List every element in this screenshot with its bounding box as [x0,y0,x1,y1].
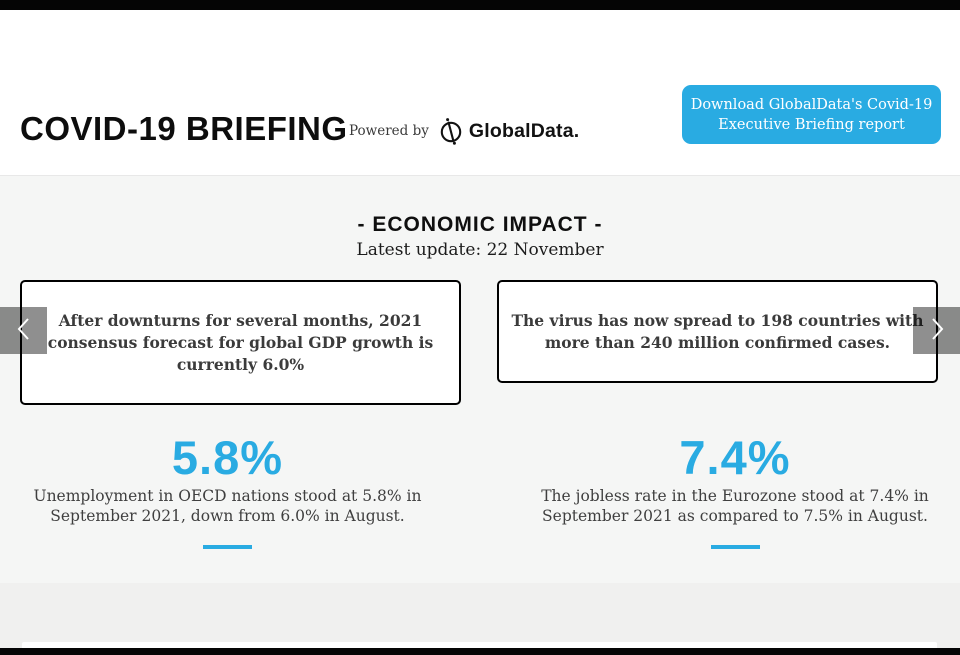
powered-by-group: Powered by GlobalData. [349,116,579,146]
stat-accent-underline [710,545,760,549]
download-report-button-line1: Download GlobalData's Covid-19 [690,96,933,113]
stat-value: 7.4% [679,431,791,484]
slide-line: The virus has now spread to 198 countrie… [511,310,924,330]
stats-row: 5.8% Unemployment in OECD nations stood … [0,434,960,549]
slide-text: After downturns for several months, 2021… [48,310,433,376]
download-report-button[interactable]: Download GlobalData's Covid-19 Executive… [682,85,941,144]
chevron-left-icon [15,316,33,345]
stat-desc-line: The jobless rate in the Eurozone stood a… [541,487,929,505]
carousel-slides: After downturns for several months, 2021… [20,280,938,405]
stat-description: The jobless rate in the Eurozone stood a… [541,487,929,526]
stat-desc-line: September 2021 as compared to 7.5% in Au… [542,506,928,525]
carousel-slide: After downturns for several months, 2021… [20,280,461,405]
header: COVID-19 BRIEFING Powered by GlobalData.… [0,10,960,176]
news-carousel: After downturns for several months, 2021… [0,280,960,405]
stat-value: 5.8% [171,431,284,484]
letterbox-top [0,0,960,10]
letterbox-bottom [0,648,960,655]
slide-line: currently 6.0% [176,354,305,374]
stat-oecd-unemployment: 5.8% Unemployment in OECD nations stood … [0,434,455,549]
globaldata-logo-text: GlobalData. [468,119,580,142]
slide-line: more than 240 million confirmed cases. [544,332,891,352]
stat-desc-line: Unemployment in OECD nations stood at 5.… [33,487,422,505]
stat-description: Unemployment in OECD nations stood at 5.… [34,487,422,526]
powered-by-label: Powered by [349,123,429,139]
stat-eurozone-jobless: 7.4% The jobless rate in the Eurozone st… [510,434,960,549]
section-heading: - ECONOMIC IMPACT - [357,213,603,236]
bottom-section [0,583,960,655]
stat-accent-underline [203,545,252,549]
latest-update-label: Latest update: 22 November [356,240,604,260]
globaldata-logo-icon [438,117,464,145]
slide-line: consensus forecast for global GDP growth… [47,332,434,352]
carousel-prev-button[interactable] [0,307,47,354]
globaldata-logo[interactable]: GlobalData. [438,117,580,145]
slide-line: After downturns for several months, 2021 [58,310,423,330]
carousel-next-button[interactable] [913,307,960,354]
stat-desc-line: September 2021, down from 6.0% in August… [50,506,405,525]
chevron-right-icon [928,316,946,345]
economic-impact-section: - ECONOMIC IMPACT - Latest update: 22 No… [0,176,960,583]
page-title: COVID-19 BRIEFING [20,110,348,147]
slide-text: The virus has now spread to 198 countrie… [512,310,924,354]
carousel-slide: The virus has now spread to 198 countrie… [497,280,938,383]
download-report-button-line2: Executive Briefing report [718,116,905,133]
